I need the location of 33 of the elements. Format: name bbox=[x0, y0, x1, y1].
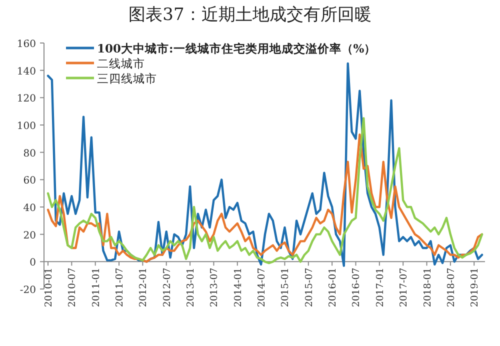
x-tick-label: 2012-07 bbox=[162, 268, 173, 308]
y-tick-label: 100 bbox=[16, 121, 36, 132]
y-tick-label: 0 bbox=[30, 258, 36, 269]
y-tick-label: 20 bbox=[23, 230, 36, 242]
x-tick-label: 2012-01 bbox=[138, 268, 150, 308]
x-tick-label: 2010-01 bbox=[44, 268, 54, 308]
x-tick-label: 2015-07 bbox=[304, 268, 315, 308]
x-tick-label: 2011-07 bbox=[114, 268, 126, 308]
x-tick-label: 2016-01 bbox=[328, 268, 339, 308]
x-tick-label: 2014-01 bbox=[232, 268, 244, 308]
x-tick-label: 2010-07 bbox=[67, 268, 78, 308]
y-tick-label: 80 bbox=[23, 148, 36, 160]
x-tick-label: 2013-01 bbox=[186, 268, 197, 308]
x-tick-label: 2011-01 bbox=[90, 268, 102, 308]
y-tick-label: 60 bbox=[23, 176, 36, 187]
legend-label: 三四线城市 bbox=[97, 72, 157, 86]
y-tick-label: 160 bbox=[16, 39, 36, 50]
x-tick-label: 2015-01 bbox=[280, 268, 292, 308]
y-tick-label: -20 bbox=[20, 285, 36, 296]
x-tick-label: 2018-07 bbox=[446, 268, 457, 308]
x-tick-label: 2016-07 bbox=[351, 268, 362, 308]
legend-label: 二线城市 bbox=[97, 56, 145, 70]
x-tick-label: 2014-07 bbox=[256, 268, 268, 308]
y-tick-label: 120 bbox=[16, 94, 36, 105]
legend-label: 100大中城市:一线城市住宅类用地成交溢价率（%） bbox=[97, 42, 376, 56]
x-tick-label: 2019-01 bbox=[470, 268, 481, 308]
y-tick-label: 140 bbox=[16, 66, 36, 78]
x-tick-label: 2017-07 bbox=[398, 268, 410, 308]
x-tick-label: 2018-01 bbox=[422, 268, 434, 308]
x-tick-label: 2013-07 bbox=[209, 268, 220, 308]
chart-title: 图表37：近期土地成交有所回暖 bbox=[128, 5, 372, 25]
y-tick-label: 40 bbox=[23, 203, 36, 214]
x-tick-label: 2017-01 bbox=[374, 268, 386, 308]
